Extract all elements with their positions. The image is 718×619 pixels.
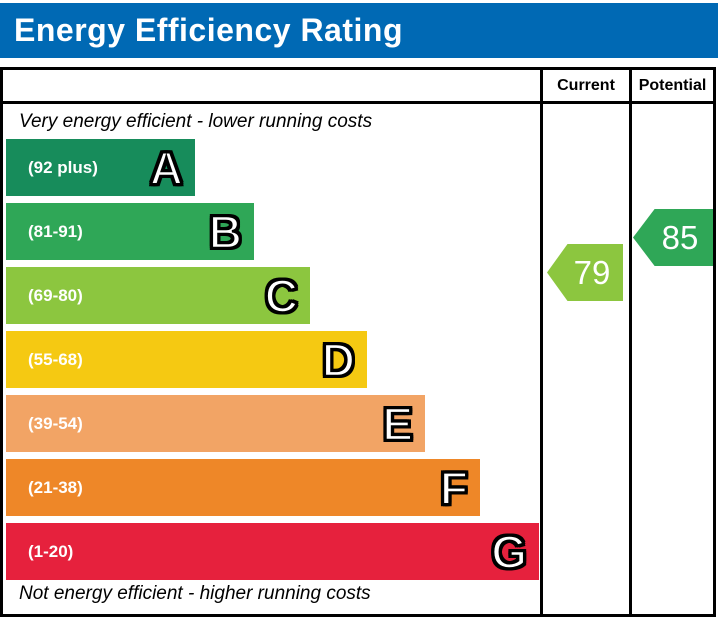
bands: (92 plus) A (81-91) B (69-80) C (55-68) D (39-54…: [6, 139, 540, 587]
band-letter-C: C: [264, 269, 300, 322]
chart-title-bar: Energy Efficiency Rating: [0, 3, 718, 58]
current-rating-arrow: 79: [547, 244, 623, 301]
band-range-label-D: (55-68): [28, 349, 83, 369]
rating-table: Current Potential Very energy efficient …: [0, 67, 716, 617]
column-divider-current: [540, 70, 543, 614]
band-letter-F: F: [439, 461, 470, 514]
column-header-potential: Potential: [638, 77, 707, 94]
band-range-label-C: (69-80): [28, 285, 83, 305]
band-letter-B: B: [208, 205, 244, 258]
band-row-B: (81-91) B: [6, 203, 254, 260]
band-range-label-E: (39-54): [28, 413, 83, 433]
band-row-A: (92 plus) A: [6, 139, 195, 196]
band-letter-D: D: [321, 333, 357, 386]
band-row-E: (39-54) E: [6, 395, 425, 452]
band-range-label-B: (81-91): [28, 221, 83, 241]
band-range-label-F: (21-38): [28, 477, 83, 497]
band-letter-A: A: [149, 141, 185, 194]
band-row-G: (1-20) G: [6, 523, 539, 580]
band-row-F: (21-38) F: [6, 459, 480, 516]
column-divider-potential: [629, 70, 632, 614]
band-letter-E: E: [381, 397, 414, 450]
column-header-current: Current: [557, 77, 615, 94]
band-letter-G: G: [490, 525, 528, 578]
chart-title: Energy Efficiency Rating: [14, 12, 403, 48]
band-row-D: (55-68) D: [6, 331, 367, 388]
note-very-efficient: Very energy efficient - lower running co…: [19, 111, 373, 132]
potential-rating-arrow: 85: [633, 209, 713, 266]
header-divider: [3, 101, 713, 104]
band-row-C: (69-80) C: [6, 267, 310, 324]
current-rating-value: 79: [573, 253, 611, 291]
potential-rating-value: 85: [661, 218, 699, 256]
note-not-efficient: Not energy efficient - higher running co…: [19, 583, 371, 604]
band-range-label-A: (92 plus): [28, 157, 98, 177]
band-range-label-G: (1-20): [28, 541, 74, 561]
